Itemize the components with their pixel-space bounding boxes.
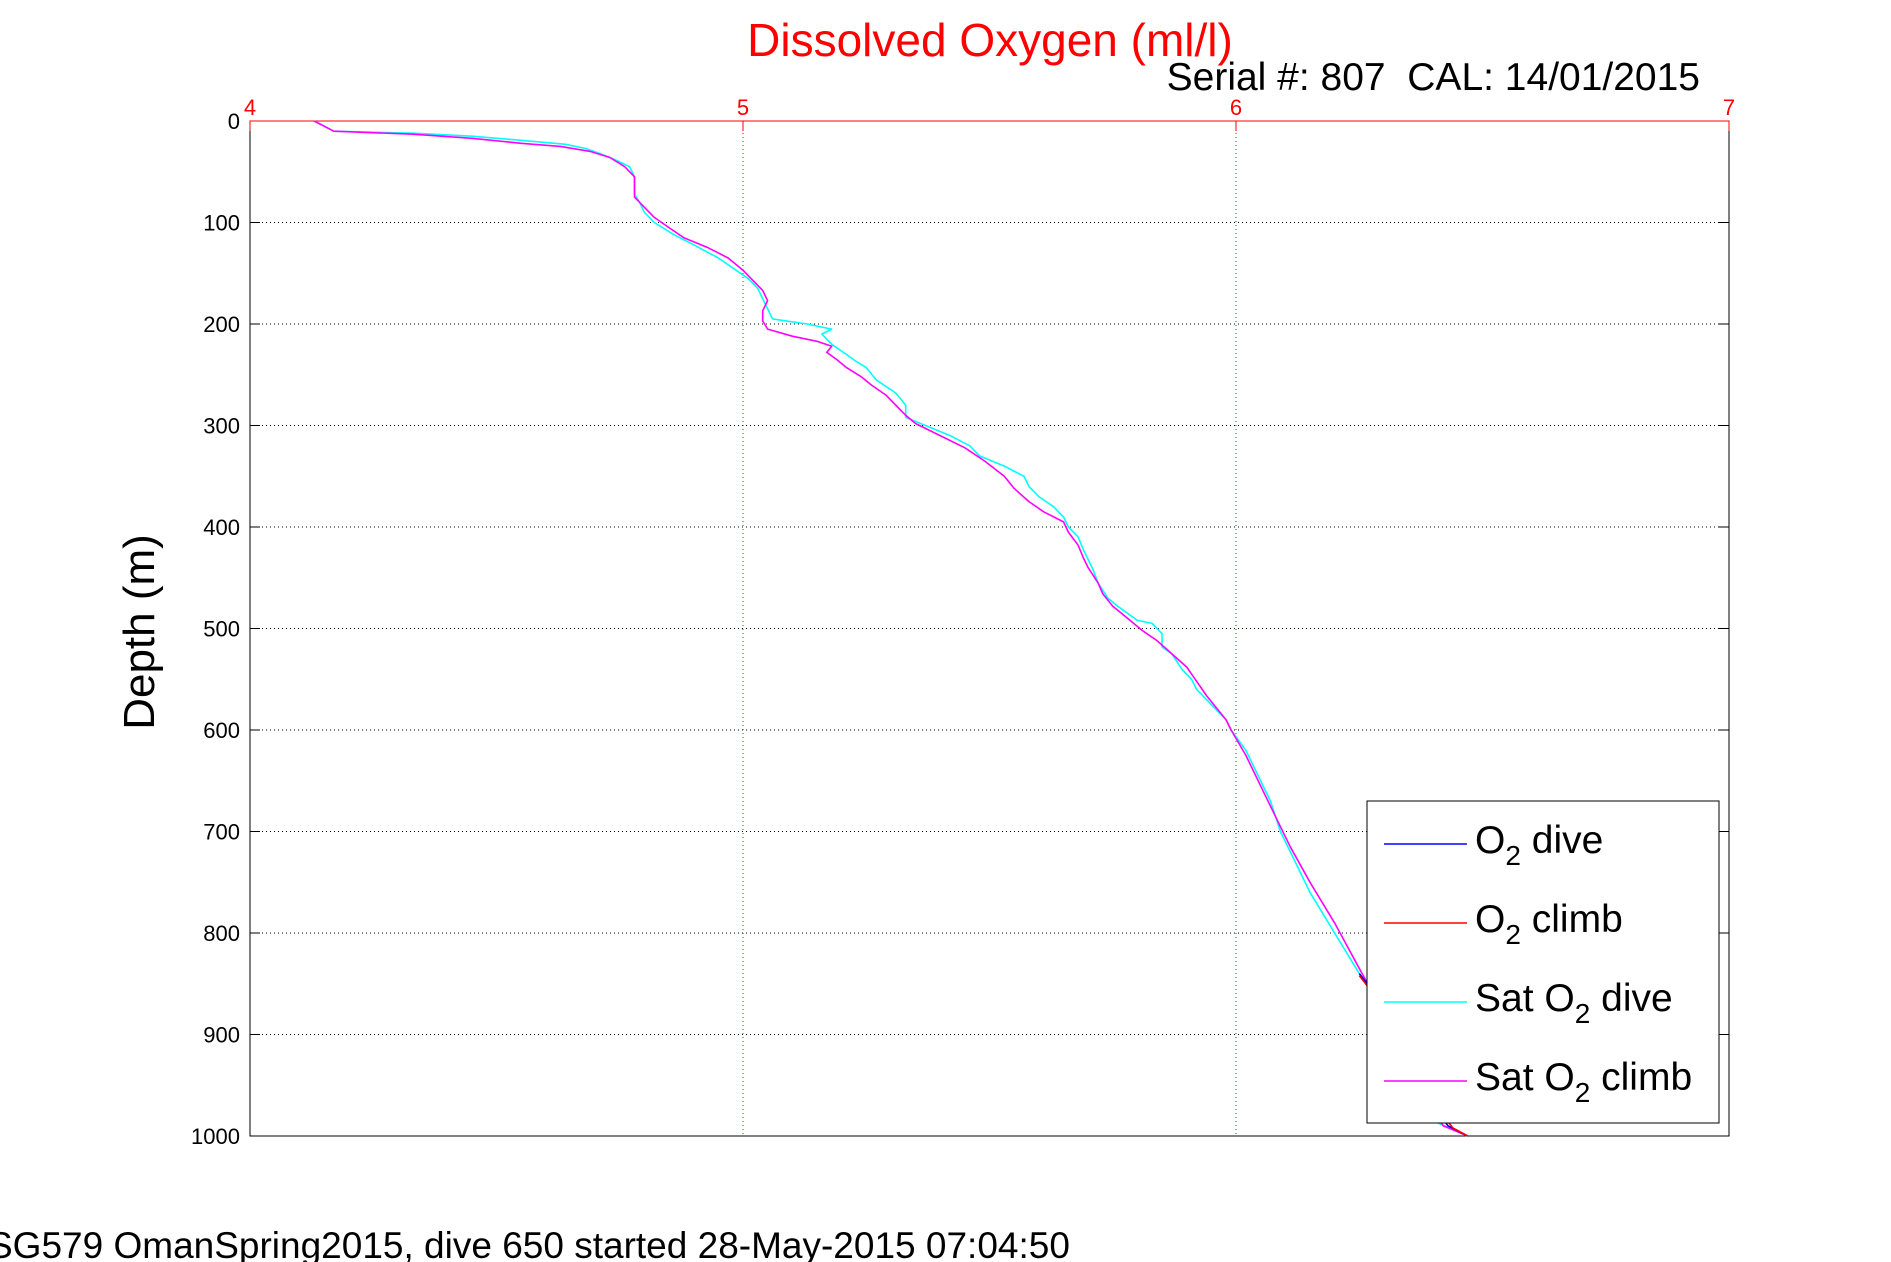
y-tick-label: 600 <box>203 718 240 743</box>
x-tick-label: 7 <box>1723 95 1735 120</box>
footer-caption: SG579 OmanSpring2015, dive 650 started 2… <box>0 1225 1070 1262</box>
y-tick-label: 100 <box>203 211 240 236</box>
legend-box <box>1366 800 1720 1124</box>
axes: 0 100 200 300 400 500 600 700 800 900 1000 4 5 6 7 <box>191 95 1735 1149</box>
y-tick-label: 500 <box>203 617 240 642</box>
y-tick-label: 700 <box>203 820 240 845</box>
x-tick-label: 4 <box>244 95 256 120</box>
x-tick-label: 6 <box>1230 95 1242 120</box>
y-tick-label: 1000 <box>191 1124 240 1149</box>
y-tick-label: 200 <box>203 312 240 337</box>
y-tick-label: 0 <box>228 109 240 134</box>
chart-subtitle: Serial #: 807 CAL: 14/01/2015 <box>1167 56 1700 99</box>
legend: O2 dive O2 climb Sat O2 dive Sat O2 climb <box>1366 800 1720 1124</box>
x-tick-label: 5 <box>737 95 749 120</box>
y-tick-label: 300 <box>203 414 240 439</box>
y-tick-label: 900 <box>203 1023 240 1048</box>
series-line-1 <box>313 120 1469 1137</box>
y-tick-label: 400 <box>203 515 240 540</box>
y-axis-label: Depth (m) <box>115 534 164 730</box>
chart-title: Dissolved Oxygen (ml/l) <box>747 14 1233 66</box>
legend-entry: O2 climb <box>1475 898 1623 950</box>
series-line-2 <box>313 120 1469 1137</box>
legend-entry: O2 dive <box>1475 819 1603 871</box>
legend-entry: Sat O2 climb <box>1475 1056 1692 1108</box>
y-tick-label: 800 <box>203 921 240 946</box>
legend-entry: Sat O2 dive <box>1475 977 1673 1029</box>
